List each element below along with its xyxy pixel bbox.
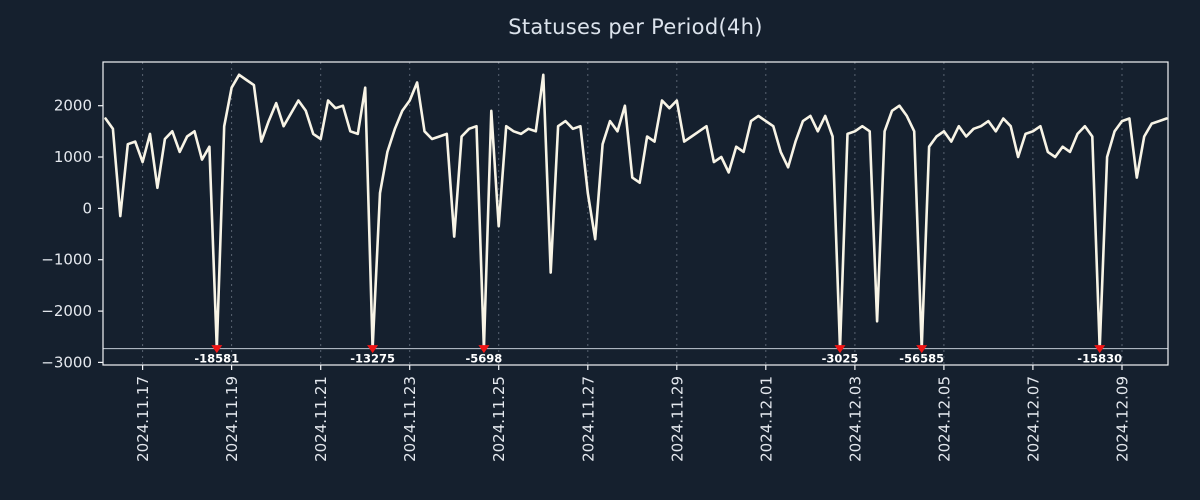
- min-annotation-label: -5698: [466, 352, 503, 366]
- min-marker-icon: [1094, 345, 1106, 354]
- min-annotation-label: -15830: [1077, 352, 1122, 366]
- y-tick-label: 2000: [54, 97, 92, 115]
- x-tick-label: 2024.12.03: [846, 376, 864, 462]
- chart-title: Statuses per Period(4h): [508, 15, 763, 39]
- y-tick-label: −2000: [41, 302, 92, 320]
- min-marker-icon: [211, 345, 223, 354]
- x-tick-label: 2024.12.05: [935, 376, 953, 462]
- min-marker-icon: [916, 345, 928, 354]
- x-tick-label: 2024.11.23: [401, 376, 419, 462]
- min-annotation-label: -3025: [822, 352, 859, 366]
- plot-border: [102, 61, 1169, 366]
- x-tick-label: 2024.12.09: [1114, 376, 1132, 462]
- x-tick-label: 2024.11.27: [579, 376, 597, 462]
- y-tick-label: 0: [82, 199, 92, 217]
- x-tick-label: 2024.11.29: [668, 376, 686, 462]
- series-line: [104, 73, 1168, 350]
- x-tick-label: 2024.11.17: [134, 376, 152, 462]
- y-tick-label: −3000: [41, 353, 92, 371]
- min-annotation-label: -13275: [350, 352, 395, 366]
- min-marker-icon: [367, 345, 379, 354]
- x-tick-label: 2024.11.21: [312, 376, 330, 462]
- min-marker-icon: [834, 345, 846, 354]
- x-tick-label: 2024.11.25: [490, 376, 508, 462]
- x-tick-label: 2024.12.07: [1024, 376, 1042, 462]
- min-marker-icon: [478, 345, 490, 354]
- y-tick-label: −1000: [41, 251, 92, 269]
- x-tick-label: 2024.11.19: [223, 376, 241, 462]
- y-tick-label: 1000: [54, 148, 92, 166]
- min-annotation-label: -56585: [899, 352, 944, 366]
- x-tick-label: 2024.12.01: [757, 376, 775, 462]
- min-annotation-label: -18581: [194, 352, 239, 366]
